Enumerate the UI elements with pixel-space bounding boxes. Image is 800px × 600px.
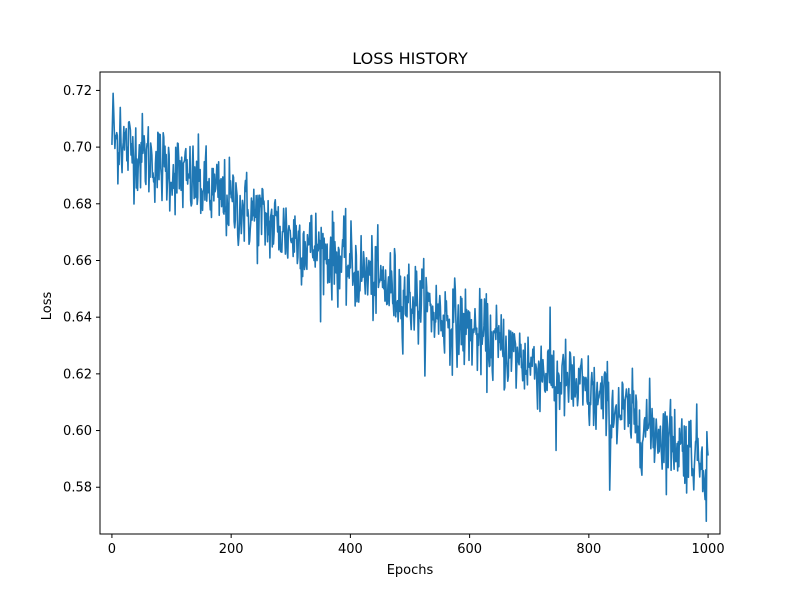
chart-title: LOSS HISTORY: [352, 49, 468, 68]
y-axis-label: Loss: [40, 292, 55, 321]
y-tick-label: 0.60: [63, 424, 92, 439]
x-tick-label: 200: [219, 542, 244, 557]
y-tick-label: 0.72: [63, 84, 92, 99]
x-tick-label: 400: [338, 542, 363, 557]
y-tick-label: 0.58: [63, 481, 92, 496]
y-tick-label: 0.68: [63, 197, 92, 212]
y-tick-label: 0.64: [63, 311, 92, 326]
y-tick-label: 0.66: [63, 254, 92, 269]
plot-area: 0 200 400 600 800 1000 0.58 0.60 0.62 0.64 0.66 0.6…: [63, 71, 725, 557]
x-tick-label: 600: [457, 542, 482, 557]
x-tick-label: 1000: [692, 542, 725, 557]
y-tick-label: 0.62: [63, 367, 92, 382]
x-axis-label: Epochs: [387, 563, 434, 578]
loss-series-line: [111, 92, 709, 523]
x-tick-label: 0: [108, 542, 116, 557]
y-tick-label: 0.70: [63, 141, 92, 156]
x-tick-label: 800: [576, 542, 601, 557]
axes-frame: [99, 71, 721, 535]
